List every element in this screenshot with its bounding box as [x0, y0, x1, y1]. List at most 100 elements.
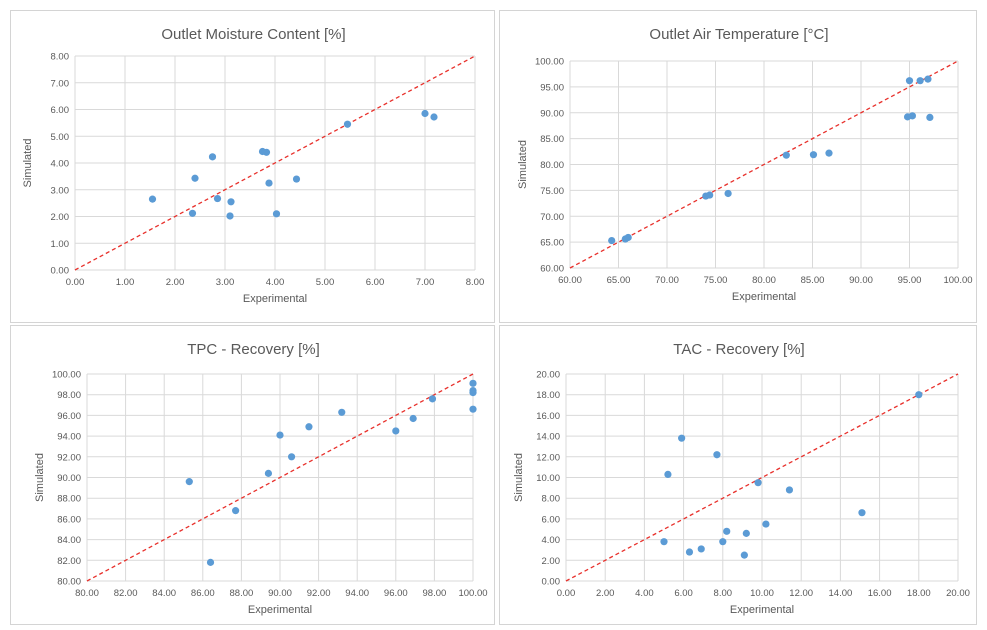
data-point — [227, 198, 235, 206]
y-tick-label: 94.00 — [57, 432, 81, 443]
data-point — [608, 236, 616, 245]
data-point — [742, 529, 750, 537]
y-tick-label: 84.00 — [57, 535, 81, 546]
data-point — [392, 427, 400, 435]
y-tick-label: 6.00 — [542, 514, 561, 525]
y-tick-label: 80.00 — [57, 577, 81, 588]
y-tick-label: 82.00 — [57, 556, 81, 567]
x-tick-label: 0.00 — [66, 277, 85, 288]
data-point — [723, 527, 731, 535]
data-point — [208, 153, 217, 161]
y-tick-label: 3.00 — [51, 185, 70, 196]
y-tick-label: 4.00 — [51, 159, 70, 170]
y-axis-label: Simulated — [517, 140, 529, 189]
y-tick-label: 20.00 — [536, 370, 560, 381]
data-point — [905, 77, 914, 85]
data-point — [338, 408, 346, 416]
data-point — [226, 212, 234, 220]
data-point — [762, 520, 770, 528]
data-point — [421, 109, 429, 118]
y-axis-label: Simulated — [22, 139, 34, 188]
x-tick-label: 92.00 — [307, 588, 331, 599]
y-tick-label: 0.00 — [542, 577, 561, 588]
chart-tpc-recovery: TPC - Recovery [%] 80.00 82.00 84.00 86.00 88… — [34, 341, 488, 616]
data-point — [305, 423, 313, 431]
y-tick-label: 5.00 — [51, 132, 70, 143]
data-point — [926, 113, 934, 122]
y-tick-label: 18.00 — [536, 390, 560, 401]
x-tick-label: 8.00 — [714, 588, 733, 599]
x-tick-label: 80.00 — [752, 275, 776, 286]
data-point — [206, 558, 215, 566]
x-tick-label: 95.00 — [898, 275, 922, 286]
data-point — [624, 233, 632, 242]
data-point — [430, 113, 438, 121]
y-tick-label: 1.00 — [51, 239, 70, 250]
x-tick-label: 2.00 — [596, 588, 615, 599]
x-tick-label: 16.00 — [868, 588, 892, 599]
y-tick-label: 92.00 — [57, 452, 81, 463]
x-tick-label: 6.00 — [366, 277, 385, 288]
chart-panel-tpc-recovery: TPC - Recovery [%] 80.00 82.00 84.00 86.00 88… — [10, 325, 495, 625]
y-tick-label: 7.00 — [51, 78, 70, 89]
data-point — [287, 453, 296, 461]
x-tick-label: 85.00 — [801, 275, 825, 286]
data-point — [213, 194, 222, 203]
y-tick-label: 98.00 — [57, 390, 81, 401]
y-tick-label: 80.00 — [540, 160, 564, 171]
data-point — [188, 209, 197, 217]
data-point — [915, 391, 923, 399]
x-tick-label: 14.00 — [829, 588, 853, 599]
x-tick-label: 18.00 — [907, 588, 931, 599]
y-axis-label: Simulated — [513, 453, 525, 502]
chart-title: TAC - Recovery [%] — [673, 341, 804, 358]
x-tick-label: 100.00 — [943, 275, 972, 286]
x-tick-label: 90.00 — [268, 588, 292, 599]
x-tick-label: 10.00 — [750, 588, 774, 599]
reference-line — [565, 373, 959, 582]
chart-tac-recovery: TAC - Recovery [%] 0.00 2.00 4.00 6.00 8.00 10… — [513, 341, 970, 616]
data-point — [924, 75, 932, 83]
data-point — [148, 195, 157, 203]
x-tick-label: 82.00 — [114, 588, 138, 599]
x-tick-label: 7.00 — [416, 277, 435, 288]
data-point — [276, 431, 284, 439]
x-tick-label: 90.00 — [849, 275, 873, 286]
y-tick-label: 70.00 — [540, 212, 564, 223]
data-point — [343, 120, 352, 128]
x-tick-label: 3.00 — [216, 277, 235, 288]
y-tick-label: 88.00 — [57, 494, 81, 505]
x-tick-label: 100.00 — [458, 588, 487, 599]
x-tick-label: 80.00 — [75, 588, 99, 599]
chart-outlet-moisture: Outlet Moisture Content [%] 0.00 1.00 2.00 3… — [22, 26, 484, 305]
y-tick-label: 8.00 — [51, 52, 70, 63]
x-tick-label: 12.00 — [789, 588, 813, 599]
reference-line — [86, 373, 474, 582]
y-axis-label: Simulated — [34, 453, 46, 502]
data-point — [916, 77, 924, 85]
x-tick-label: 96.00 — [384, 588, 408, 599]
x-tick-label: 86.00 — [191, 588, 215, 599]
x-tick-label: 2.00 — [166, 277, 185, 288]
x-tick-label: 5.00 — [316, 277, 335, 288]
data-point — [191, 174, 199, 182]
x-tick-label: 4.00 — [635, 588, 654, 599]
y-tick-label: 86.00 — [57, 514, 81, 525]
x-axis-label: Experimental — [243, 293, 307, 305]
y-tick-label: 95.00 — [540, 82, 564, 93]
data-point — [782, 151, 790, 159]
y-tick-label: 12.00 — [536, 452, 560, 463]
x-tick-label: 70.00 — [655, 275, 679, 286]
y-tick-label: 0.00 — [51, 266, 70, 277]
chart-panel-outlet-moisture: Outlet Moisture Content [%] 0.00 1.00 2.00 3… — [10, 10, 495, 323]
data-point — [713, 451, 721, 459]
x-tick-label: 84.00 — [152, 588, 176, 599]
data-point — [809, 151, 818, 159]
chart-title: Outlet Moisture Content [%] — [161, 26, 345, 43]
data-point — [719, 538, 727, 546]
data-point — [697, 545, 705, 553]
data-point — [685, 548, 694, 556]
chart-panel-tac-recovery: TAC - Recovery [%] 0.00 2.00 4.00 6.00 8.00 10… — [499, 325, 977, 625]
x-axis-label: Experimental — [732, 291, 796, 303]
data-point — [858, 509, 866, 517]
